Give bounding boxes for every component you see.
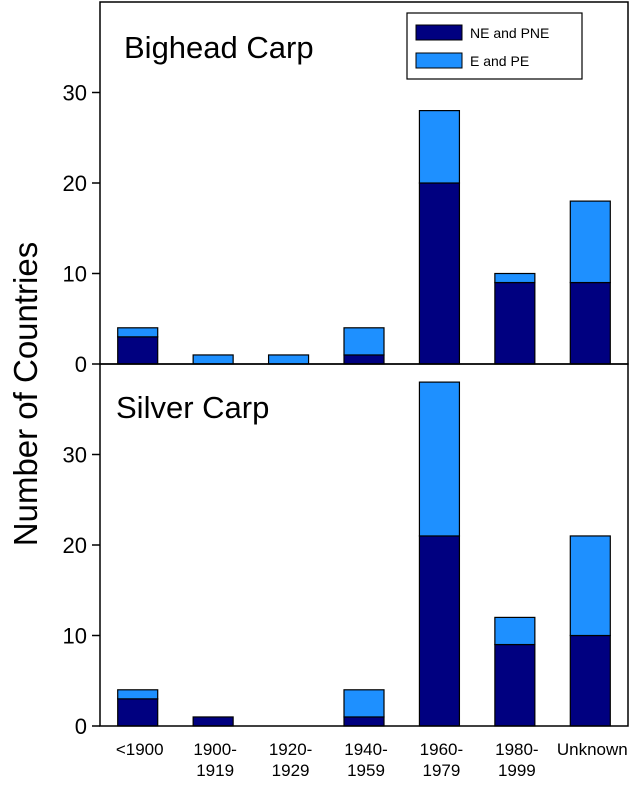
bar-ne-pne-5 (494, 281, 536, 365)
bar-ne-pne-0 (117, 698, 159, 727)
category-label-line: 1959 (347, 761, 385, 780)
y-tick-label-0-2: 20 (63, 171, 87, 196)
bar-ne-pne-0 (117, 336, 159, 365)
bar-e-pe-2 (267, 354, 310, 365)
category-label-line: 1920- (269, 740, 312, 759)
y-tick-label-0-1: 10 (63, 262, 87, 287)
bar-e-pe-4 (418, 109, 461, 184)
bar-e-pe-5 (494, 616, 536, 646)
bar-ne-pne-6 (569, 634, 611, 727)
bar-ne-pne-5 (494, 643, 536, 727)
legend-swatch-0 (415, 24, 463, 41)
category-label-line: Unknown (557, 740, 628, 759)
legend-swatch-1 (415, 52, 463, 69)
category-label-line: 1960- (420, 740, 463, 759)
category-label-0: <1900 (116, 740, 164, 759)
chart-panels: 0 10 20 30 Bighead Carp 0 10 20 30 Silver Carp (63, 1, 629, 739)
category-label-line: 1940- (344, 740, 387, 759)
category-label-line: 1979 (423, 761, 461, 780)
bar-ne-pne-3 (343, 716, 385, 727)
legend-label-0: NE and PNE (470, 25, 549, 41)
plot-frame-1 (99, 363, 629, 727)
legend: NE and PNE E and PE (406, 12, 583, 80)
bar-e-pe-0 (117, 689, 159, 700)
category-label-3: 1940- 1959 (344, 740, 387, 780)
bar-e-pe-1 (192, 354, 234, 365)
panel-1: 0 10 20 30 Silver Carp (63, 363, 629, 739)
category-label-2: 1920- 1929 (269, 740, 312, 780)
category-label-line: <1900 (116, 740, 164, 759)
panel-0: 0 10 20 30 Bighead Carp (63, 1, 629, 377)
bar-ne-pne-6 (569, 281, 611, 365)
category-label-6: Unknown (557, 740, 628, 759)
y-tick-label-1-1: 10 (63, 624, 87, 649)
category-label-4: 1960- 1979 (420, 740, 463, 780)
category-labels: <1900 1900- 1919 1920- 1929 1940- 1959 1960- 197… (116, 740, 628, 780)
bar-ne-pne-3 (343, 354, 385, 365)
legend-label-1: E and PE (470, 53, 529, 69)
panel-title-0: Bighead Carp (124, 30, 314, 65)
bar-e-pe-3 (343, 327, 385, 356)
bar-ne-pne-4 (418, 535, 461, 727)
y-tick-label-1-3: 30 (63, 443, 87, 468)
bar-ne-pne-1 (192, 716, 234, 727)
y-tick-label-0-3: 30 (63, 81, 87, 106)
legend-box (406, 12, 583, 80)
bar-e-pe-6 (569, 200, 611, 284)
bar-ne-pne-4 (418, 182, 461, 365)
category-label-line: 1900- (193, 740, 236, 759)
category-label-line: 1999 (498, 761, 536, 780)
bar-e-pe-4 (418, 381, 461, 537)
bar-e-pe-3 (343, 689, 385, 718)
bar-e-pe-6 (569, 535, 611, 637)
bar-e-pe-5 (494, 272, 536, 284)
y-tick-label-0-0: 0 (75, 352, 87, 377)
category-label-5: 1980- 1999 (495, 740, 538, 780)
category-label-line: 1929 (272, 761, 310, 780)
panel-title-1: Silver Carp (116, 390, 269, 425)
category-label-line: 1980- (495, 740, 538, 759)
category-label-line: 1919 (196, 761, 234, 780)
category-label-1: 1900- 1919 (193, 740, 236, 780)
y-tick-label-1-2: 20 (63, 533, 87, 558)
y-tick-label-1-0: 0 (75, 714, 87, 739)
y-axis-title: Number of Countries (7, 242, 44, 546)
bar-e-pe-0 (117, 327, 159, 338)
